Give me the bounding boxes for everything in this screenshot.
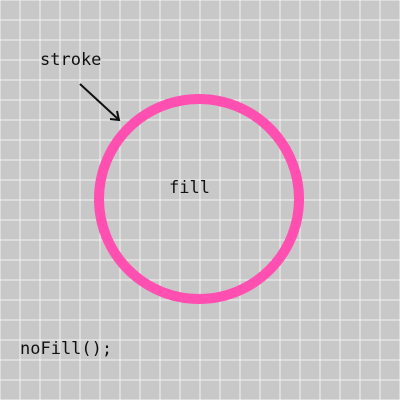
- arrow-head: [109, 110, 121, 122]
- code-caption: noFill();: [20, 339, 113, 359]
- circle-outline-icon: [94, 94, 304, 304]
- stroke-label: stroke: [40, 50, 102, 70]
- arrow-down-right-icon: [79, 83, 121, 122]
- fill-label: fill: [169, 178, 210, 198]
- arrow-shaft: [79, 83, 119, 120]
